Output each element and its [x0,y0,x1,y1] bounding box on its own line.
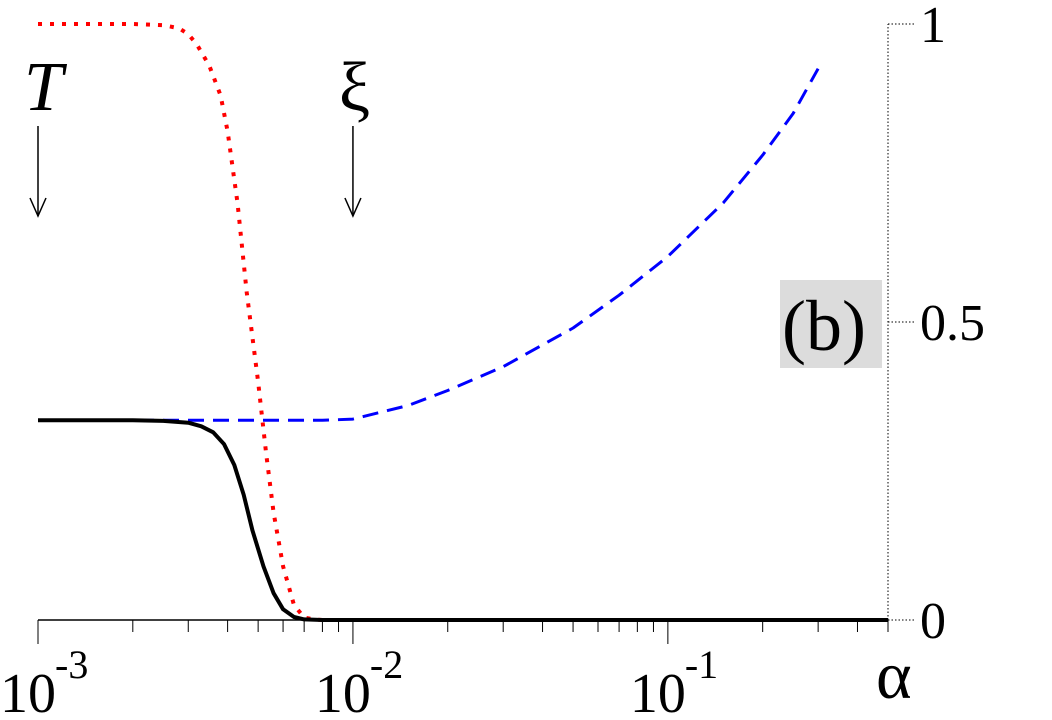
x-tick-label: 10 -2 [315,642,403,720]
labels: 10 -3 10 -2 10 -1 α00.51(b)T ξ [0,0,985,720]
x-tick-base: 10 [630,663,686,720]
y-tick-label: 0.5 [920,295,985,352]
annotation-arrow-head [344,197,362,218]
x-tick-exponent: -3 [55,642,88,687]
panel-label: (b) [782,286,866,366]
y-tick-label: 1 [920,0,946,54]
panel-label-box [780,280,882,368]
x-tick-label: 10 -1 [630,642,718,720]
x-tick-base: 10 [0,663,56,720]
series-layer [38,22,888,622]
x-tick-base: 10 [315,663,371,720]
x-tick-exponent: -1 [685,642,718,687]
annotation: T [24,49,68,218]
annotation-label: ξ [339,49,370,126]
x-tick-exponent: -2 [370,642,403,687]
y-tick-label: 0 [920,593,946,650]
annotation-label: T [24,49,68,126]
annotation-arrow-head [29,197,47,218]
x-tick-label: 10 -3 [0,642,88,720]
series-solid-line [38,418,888,622]
x-axis-label: α [876,637,912,713]
annotation: ξ [339,49,370,218]
